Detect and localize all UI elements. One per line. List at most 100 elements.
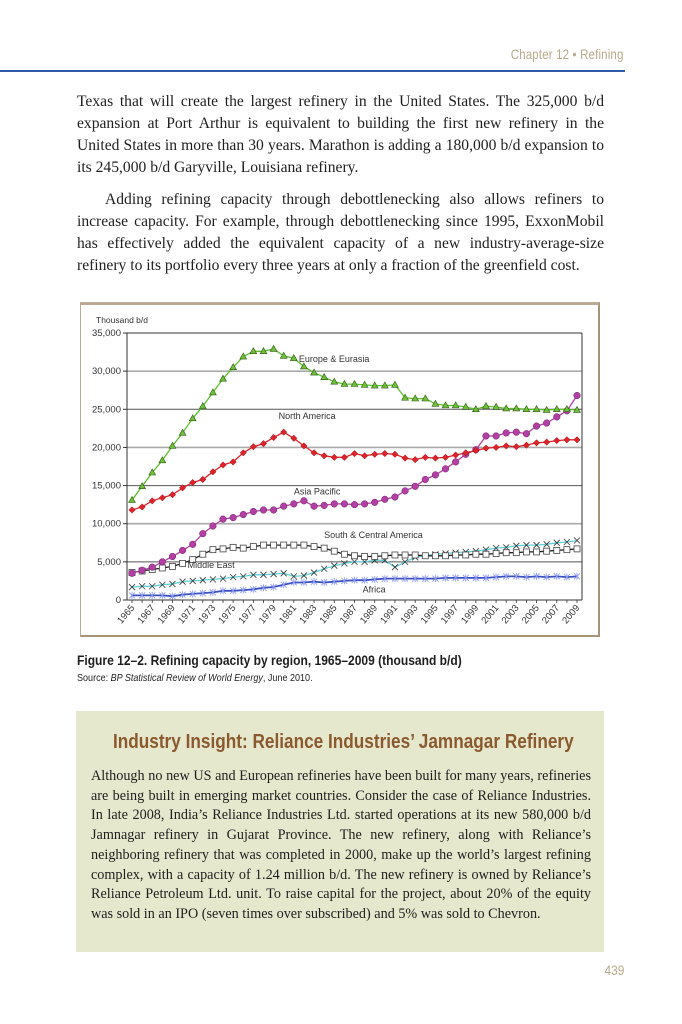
header-rule (0, 70, 625, 72)
data-point (320, 501, 328, 509)
y-tick-label: 25,000 (92, 404, 121, 415)
data-point-stroke (543, 541, 550, 548)
data-point (199, 530, 207, 538)
data-point (401, 558, 409, 566)
x-tick-label: 1995 (419, 603, 441, 626)
series-north-america (128, 428, 581, 514)
data-point (310, 543, 318, 551)
data-point (401, 393, 409, 401)
data-point-stroke (179, 578, 186, 585)
data-point (138, 503, 146, 511)
data-point (199, 475, 207, 484)
y-tick-label: 0 (116, 595, 121, 606)
data-point (452, 458, 460, 466)
x-tick-label: 1973 (196, 603, 218, 626)
x-axis-ticks: 1965196719691971197319751977197919811983… (115, 600, 582, 626)
data-point (239, 573, 247, 580)
data-point (563, 436, 571, 444)
data-point (310, 569, 318, 576)
data-point (361, 553, 369, 560)
data-point-stroke (239, 573, 247, 580)
data-point (401, 454, 409, 462)
x-tick-label: 1989 (358, 603, 380, 626)
y-tick-label: 5,000 (97, 557, 121, 568)
x-tick-label: 1977 (237, 603, 259, 626)
data-point (350, 449, 359, 458)
data-point (148, 497, 156, 505)
data-point (320, 373, 329, 380)
data-point (573, 572, 581, 580)
data-point (351, 558, 358, 566)
data-point (553, 437, 561, 445)
data-point (259, 506, 268, 514)
data-point (522, 441, 530, 449)
data-point (341, 577, 348, 585)
data-point (128, 495, 136, 503)
data-point-stroke (573, 537, 581, 544)
data-point (229, 514, 237, 522)
data-point (391, 551, 399, 559)
data-point (553, 413, 561, 421)
data-point (199, 576, 207, 584)
data-point-stroke (401, 558, 409, 566)
data-point (563, 546, 571, 554)
data-point (532, 422, 541, 430)
figure-frame (80, 302, 600, 637)
data-point (320, 544, 328, 552)
data-point (320, 565, 328, 573)
data-point (178, 428, 187, 436)
data-point-stroke (169, 580, 176, 588)
series-label: South & Central America (324, 530, 423, 540)
data-point (290, 573, 298, 580)
data-point (411, 551, 419, 559)
data-point (512, 572, 520, 580)
data-point (573, 405, 581, 413)
data-point (361, 452, 369, 460)
data-point (300, 572, 308, 579)
series-labels: Europe & Eurasia North America Asia Pacifi… (188, 354, 423, 594)
data-point (442, 552, 449, 560)
series-africa (128, 572, 581, 600)
data-point (138, 591, 146, 599)
data-point (532, 405, 541, 412)
data-point (128, 569, 136, 577)
y-tick-label: 10,000 (92, 519, 121, 530)
data-point (229, 458, 237, 466)
data-point (482, 550, 490, 558)
data-point (249, 347, 258, 355)
data-point (573, 436, 581, 444)
data-point (189, 556, 197, 563)
data-point (502, 429, 510, 437)
data-point (239, 352, 248, 360)
data-point (330, 500, 338, 508)
data-point (523, 548, 530, 556)
data-point-stroke (533, 541, 540, 549)
data-point (330, 562, 338, 569)
data-point (189, 478, 197, 487)
data-point (441, 465, 450, 473)
data-point (351, 552, 358, 560)
data-point (199, 589, 207, 597)
x-tick-label: 1987 (338, 603, 360, 626)
data-point (482, 432, 490, 440)
data-point (158, 456, 167, 464)
data-point (239, 511, 247, 519)
data-point (451, 401, 460, 409)
data-point (219, 545, 227, 553)
data-point (472, 574, 480, 582)
data-point (563, 573, 571, 581)
data-point (492, 443, 500, 451)
data-point (169, 580, 176, 588)
data-point (179, 546, 187, 554)
data-point (411, 482, 419, 490)
figure-source: Source: BP Statistical Review of World E… (77, 672, 313, 684)
data-point (371, 575, 379, 583)
data-point (138, 582, 146, 590)
data-point-stroke (341, 560, 348, 567)
data-point (249, 443, 257, 451)
data-point (179, 591, 186, 599)
x-tick-label: 1967 (136, 603, 158, 626)
data-point (229, 573, 237, 581)
data-point (168, 441, 177, 449)
data-point (432, 575, 439, 583)
